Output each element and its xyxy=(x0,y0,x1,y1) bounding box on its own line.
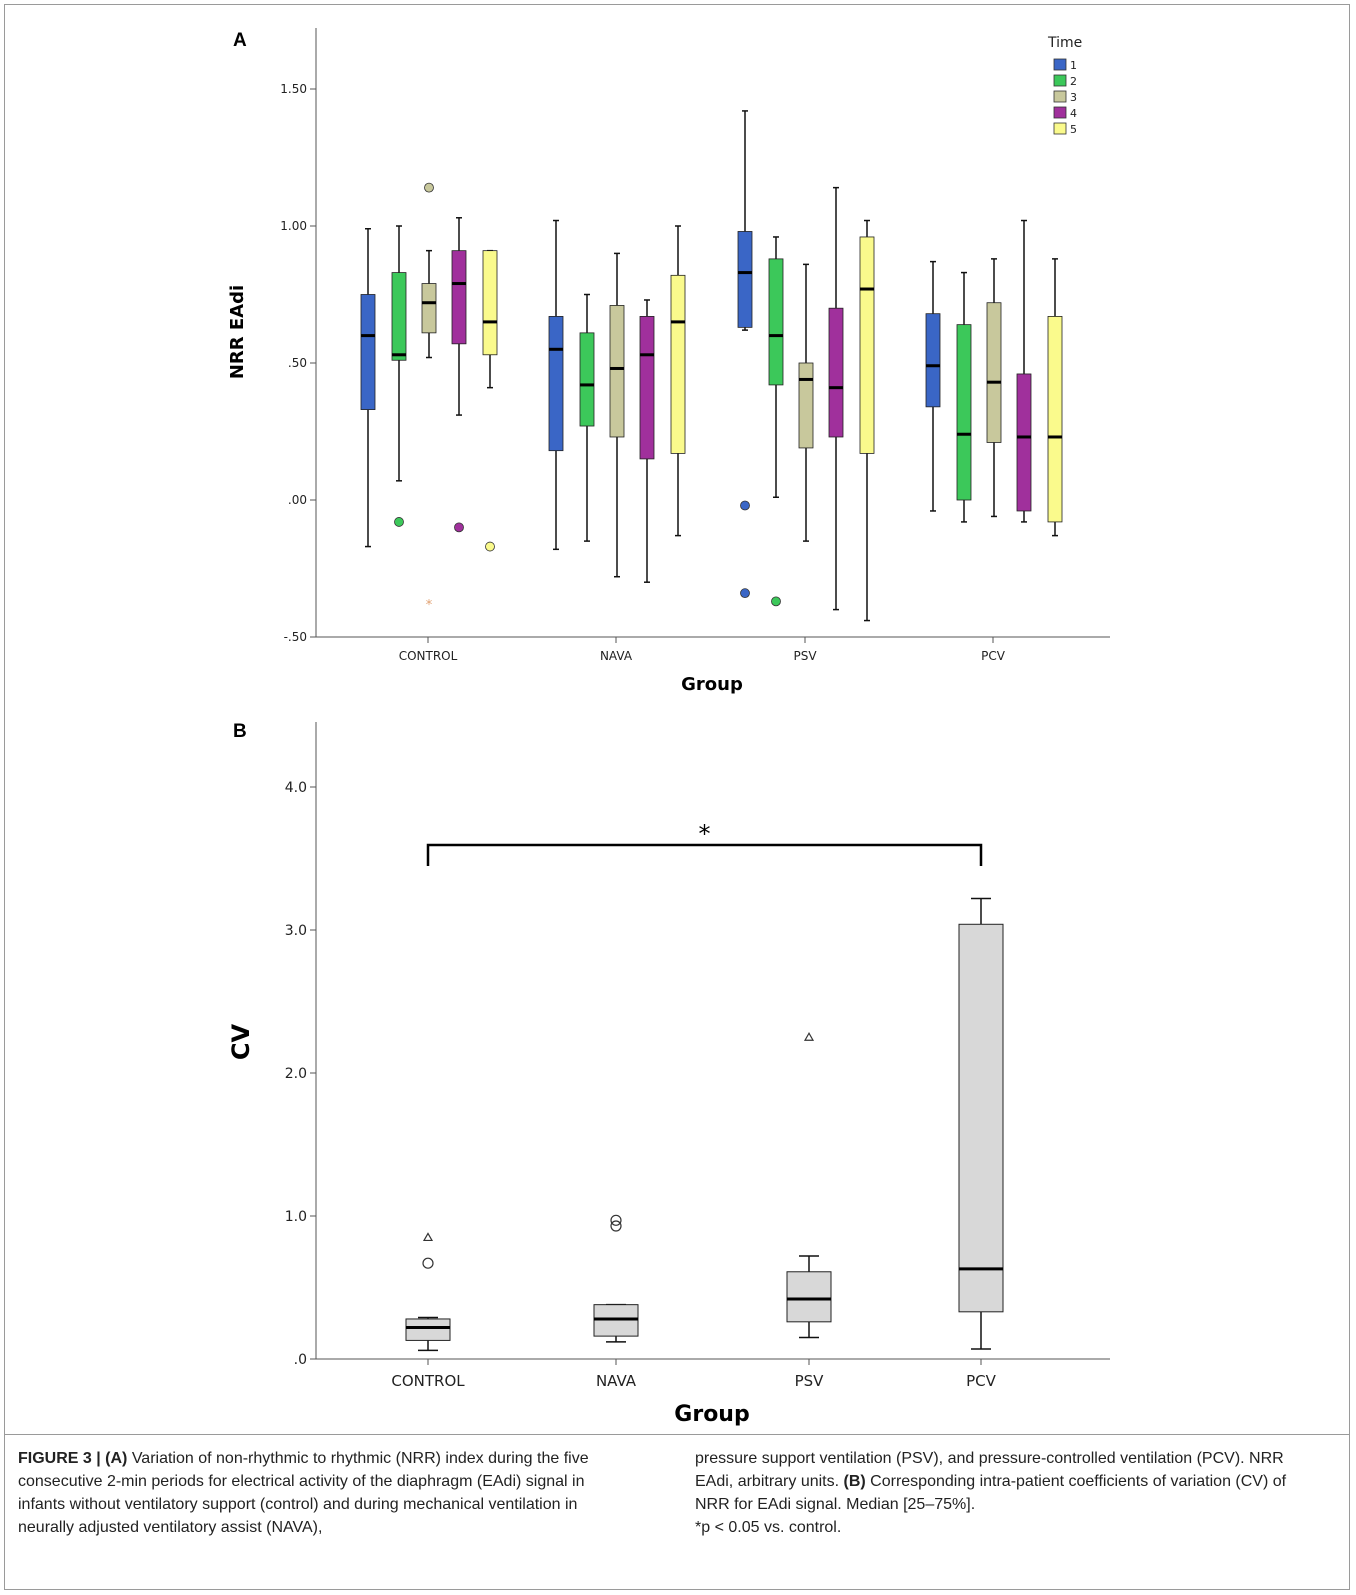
panel-a-y-axis-title: NRR EAdi xyxy=(227,285,248,379)
panel-b-y-tick-label: 4.0 xyxy=(285,780,307,796)
caption-b-marker: (B) xyxy=(843,1473,866,1490)
panel-a-outlier-control-t4-0 xyxy=(454,522,464,533)
panel-a-extreme-control-t3-0: * xyxy=(426,598,433,613)
panel-a-legend-label-5: 5 xyxy=(1070,123,1077,136)
caption-divider xyxy=(4,1434,1350,1435)
panel-a-outlier-control-t5-0 xyxy=(485,541,495,552)
panel-a-box-pcv-t2 xyxy=(956,324,972,501)
figure-frame xyxy=(4,4,1350,1590)
panel-a-legend-swatch-1 xyxy=(1053,58,1067,71)
panel-a-box-psv-t5 xyxy=(859,236,875,454)
panel-a-box-control-t3 xyxy=(421,283,437,334)
panel-b-significance-marker: * xyxy=(699,820,711,848)
panel-a-x-tick-label-pcv: PCV xyxy=(981,649,1006,663)
panel-a-box-psv-t4 xyxy=(828,307,844,438)
panel-b-label: B xyxy=(233,721,247,742)
panel-a-box-nava-t3 xyxy=(609,305,625,438)
panel-b-outlier-nava-1 xyxy=(610,1214,622,1226)
panel-a-legend-label-1: 1 xyxy=(1070,59,1077,72)
caption-text-part2: pressure support ventilation (PSV), and … xyxy=(695,1450,1284,1490)
panel-b-x-axis-title: Group xyxy=(674,1402,749,1427)
panel-a-box-nava-t1 xyxy=(548,316,564,452)
panel-a-box-control-t5 xyxy=(482,250,498,356)
panel-a-box-pcv-t3 xyxy=(986,302,1002,443)
panel-b-extreme-control-0 xyxy=(422,1232,434,1242)
panel-b-y-axis-title: CV xyxy=(227,1023,255,1060)
panel-a-box-nava-t4 xyxy=(639,316,655,460)
caption-figure-label: FIGURE 3 | xyxy=(18,1450,106,1467)
panel-b-y-tick-label: 2.0 xyxy=(285,1066,307,1082)
panel-a-y-tick-label: .50 xyxy=(288,356,307,370)
caption-text-part1: Variation of non-rhythmic to rhythmic (N… xyxy=(18,1450,589,1536)
panel-a-y-tick-label: .00 xyxy=(288,493,307,507)
panel-a-legend-label-2: 2 xyxy=(1070,75,1077,88)
panel-a-box-control-t4 xyxy=(451,250,467,345)
panel-a-box-psv-t1 xyxy=(737,231,753,328)
panel-b-x-tick-label-nava: NAVA xyxy=(596,1372,637,1390)
panel-b-box-control xyxy=(405,1318,451,1341)
panel-a-box-psv-t3 xyxy=(798,362,814,449)
panel-a-box-pcv-t4 xyxy=(1016,373,1032,512)
panel-a-box-control-t2 xyxy=(391,272,407,361)
panel-a-box-nava-t5 xyxy=(670,274,686,454)
panel-b-x-tick-label-control: CONTROL xyxy=(391,1372,465,1390)
panel-b-outlier-control-0 xyxy=(422,1257,434,1269)
panel-a-outlier-psv-t1-1 xyxy=(740,588,750,599)
panel-a-y-tick-label: 1.50 xyxy=(280,82,307,96)
panel-a-x-tick-label-psv: PSV xyxy=(793,649,817,663)
panel-b-y-tick-label: 3.0 xyxy=(285,923,307,939)
panel-b-y-tick-label: 1.0 xyxy=(285,1209,307,1225)
panel-a-outlier-psv-t2-0 xyxy=(771,596,781,607)
figure-svg: A -.50 .00 .50 1.00 1.50 NRR EAdi CONTROL NAVA PS… xyxy=(227,28,1110,1427)
panel-a-legend-title: Time xyxy=(1047,35,1082,51)
panel-a-outlier-control-t3-0 xyxy=(424,182,434,193)
panel-a-legend-swatch-3 xyxy=(1053,90,1067,103)
panel-b-outlier-nava-0 xyxy=(610,1220,622,1232)
panel-a-legend-swatch-5 xyxy=(1053,122,1067,135)
panel-a-x-tick-label-control: CONTROL xyxy=(399,649,458,663)
panel-a-x-axis-title: Group xyxy=(681,674,743,695)
panel-a-x-tick-label-nava: NAVA xyxy=(600,649,633,663)
panel-a-box-pcv-t5 xyxy=(1047,316,1063,523)
panel-b-x-tick-label-psv: PSV xyxy=(795,1372,825,1390)
panel-a-legend-label-3: 3 xyxy=(1070,91,1077,104)
panel-b-y-tick-label: .0 xyxy=(294,1352,307,1368)
panel-a-legend-swatch-4 xyxy=(1053,106,1067,119)
caption-text-part4: *p < 0.05 vs. control. xyxy=(695,1519,842,1536)
panel-a-legend-label-4: 4 xyxy=(1070,107,1077,120)
panel-a-y-tick-label: 1.00 xyxy=(280,219,307,233)
panel-a-y-tick-label: -.50 xyxy=(284,630,307,644)
panel-b-extreme-psv-0 xyxy=(803,1032,815,1041)
panel-a-label: A xyxy=(233,30,247,51)
panel-a-legend-swatch-2 xyxy=(1053,74,1067,87)
caption-a-marker: (A) xyxy=(105,1450,128,1467)
panel-b-box-psv xyxy=(786,1271,832,1323)
panel-b-x-tick-label-pcv: PCV xyxy=(966,1372,997,1390)
panel-b-significance-bracket xyxy=(426,843,983,866)
caption-left-column: FIGURE 3 | (A) Variation of non-rhythmic… xyxy=(18,1447,628,1539)
panel-a-outlier-psv-t1-0 xyxy=(740,500,750,511)
caption-right-column: pressure support ventilation (PSV), and … xyxy=(695,1447,1305,1539)
panel-a-box-control-t1 xyxy=(360,294,376,410)
panel-a-box-pcv-t1 xyxy=(925,313,941,408)
panel-a-outlier-control-t2-0 xyxy=(394,517,404,527)
caption-text-part3: Corresponding intra-patient coefficients… xyxy=(695,1473,1287,1513)
panel-a-box-nava-t2 xyxy=(579,332,595,427)
panel-b-box-pcv xyxy=(958,923,1004,1313)
panel-a-box-psv-t2 xyxy=(768,258,784,386)
